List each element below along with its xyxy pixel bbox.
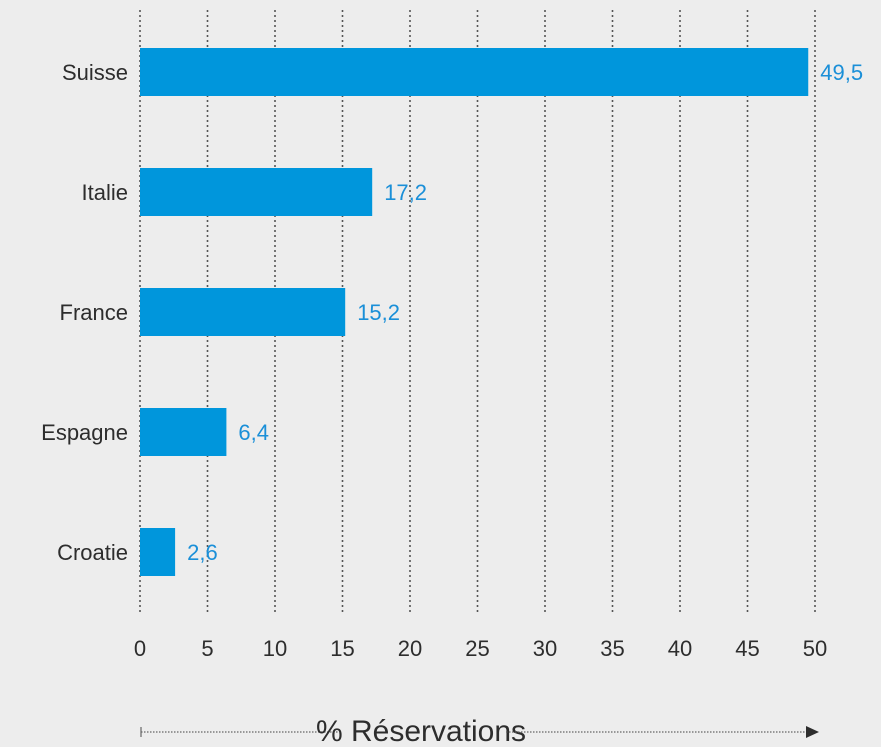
value-label: 49,5 [820,60,863,85]
x-tick-label: 50 [803,636,827,661]
grid-lines [139,10,816,612]
value-label: 2,6 [187,540,218,565]
category-label: Suisse [62,60,128,85]
x-axis-arrow-icon [806,726,819,738]
x-axis-title: % Réservations [316,715,526,747]
x-tick-label: 45 [735,636,759,661]
x-tick-label: 0 [134,636,146,661]
x-tick-label: 35 [600,636,624,661]
category-label: Espagne [41,420,128,445]
bars [140,48,809,576]
x-tick-label: 20 [398,636,422,661]
bar [140,288,346,336]
x-tick-label: 10 [263,636,287,661]
bar [140,528,176,576]
value-label: 15,2 [357,300,400,325]
value-labels: 49,5 17,2 15,2 6,4 2,6 [187,60,863,565]
bar [140,48,809,96]
x-tick-label: 40 [668,636,692,661]
category-label: Italie [82,180,128,205]
x-tick-labels: 0 5 10 15 20 25 30 35 40 45 50 [134,636,827,661]
value-label: 17,2 [384,180,427,205]
category-label: Croatie [57,540,128,565]
category-label: France [60,300,128,325]
bar [140,168,373,216]
value-label: 6,4 [238,420,269,445]
x-tick-label: 15 [330,636,354,661]
category-labels: Suisse Italie France Espagne Croatie [41,60,128,565]
x-tick-label: 5 [201,636,213,661]
x-tick-label: 25 [465,636,489,661]
x-axis-title-group: % Réservations [140,715,819,747]
bar [140,408,227,456]
x-tick-label: 30 [533,636,557,661]
